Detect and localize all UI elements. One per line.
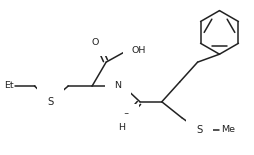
Text: Et: Et <box>4 81 14 90</box>
Text: S: S <box>47 97 54 107</box>
Text: O: O <box>91 38 99 47</box>
Text: Me: Me <box>221 125 235 134</box>
Text: O: O <box>122 113 130 122</box>
Text: H: H <box>119 123 125 132</box>
Text: OH: OH <box>132 46 146 55</box>
Text: N: N <box>115 81 122 90</box>
Text: S: S <box>196 124 203 135</box>
